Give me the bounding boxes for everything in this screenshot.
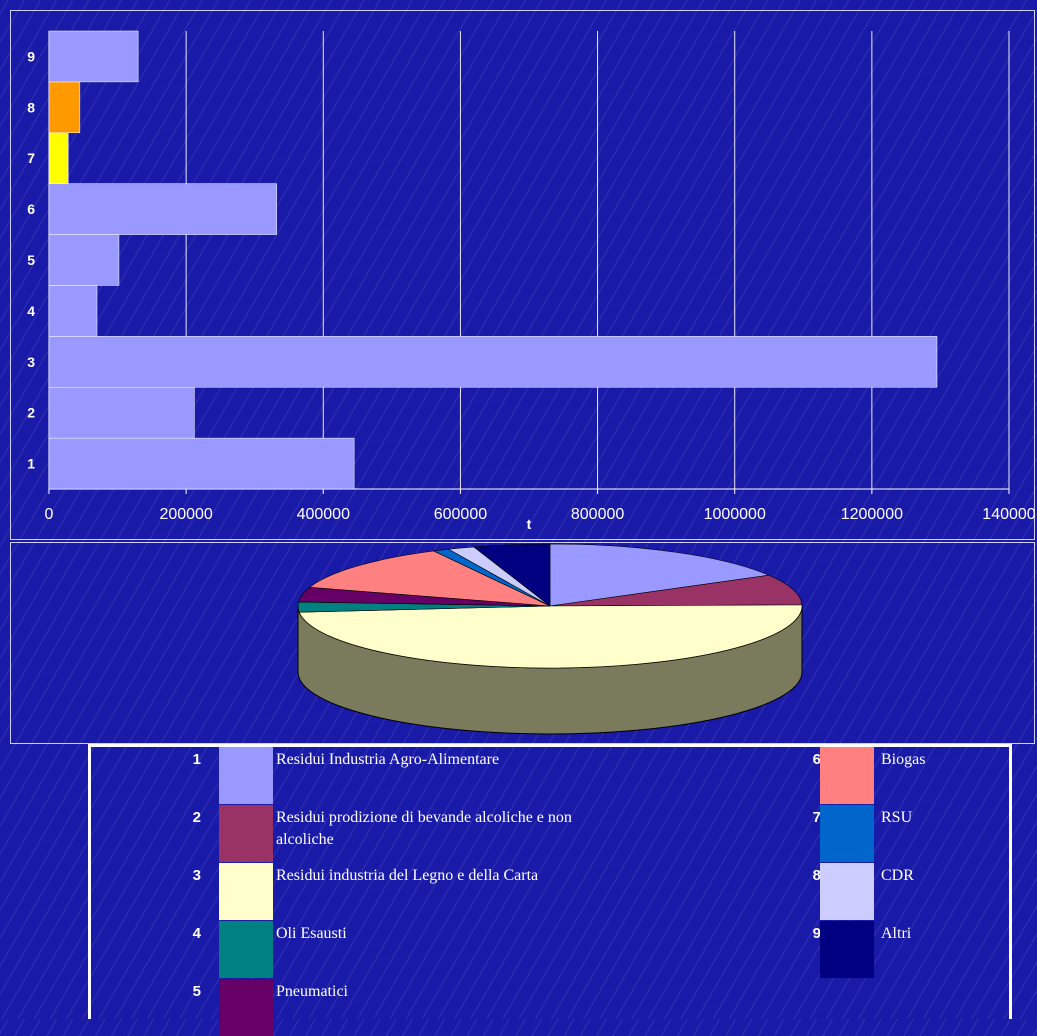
y-tick-label: 1 bbox=[27, 456, 35, 472]
legend-number: 5 bbox=[192, 983, 201, 1000]
bar-1 bbox=[48, 437, 355, 490]
y-tick-label: 8 bbox=[27, 99, 35, 115]
bar-4 bbox=[48, 285, 98, 337]
legend-label: Residui Industria Agro-Alimentare bbox=[276, 751, 500, 768]
x-tick-label: 400000 bbox=[297, 506, 350, 523]
legend-swatch bbox=[219, 805, 273, 862]
bar-chart: 1 2 3 4 5 6 7 8 9 0 200000 400000 600000 800000 100000… bbox=[27, 30, 1036, 532]
bar-5 bbox=[48, 234, 120, 286]
x-axis-label: t bbox=[527, 516, 532, 532]
x-tick-label: 140000 bbox=[982, 506, 1035, 523]
legend-label: Residui industria del Legno e della Cart… bbox=[276, 867, 539, 884]
legend-label: Oli Esausti bbox=[276, 925, 347, 942]
legend-number: 2 bbox=[192, 809, 201, 826]
y-tick-label: 7 bbox=[27, 150, 35, 166]
legend-swatch bbox=[820, 921, 874, 978]
bar-6 bbox=[48, 183, 277, 235]
x-tick-label: 800000 bbox=[571, 506, 624, 523]
x-tick-label: 0 bbox=[45, 506, 54, 523]
pie-slice-6 bbox=[308, 550, 551, 607]
legend-number: 4 bbox=[192, 925, 201, 942]
bar-9 bbox=[48, 30, 139, 83]
x-tick-label: 1200000 bbox=[841, 506, 903, 523]
legend-box: 1 Residui Industria Agro-Alimentare 2 Resid… bbox=[88, 744, 1012, 1036]
y-tick-label: 9 bbox=[27, 48, 35, 64]
bar-7 bbox=[48, 132, 69, 184]
legend-swatch bbox=[219, 979, 273, 1036]
y-tick-label: 4 bbox=[27, 303, 35, 319]
x-tick-label: 200000 bbox=[159, 506, 212, 523]
bar-3 bbox=[48, 336, 938, 388]
pie-chart bbox=[297, 543, 803, 735]
x-tick-label: 1000000 bbox=[704, 506, 766, 523]
pie-slice-1 bbox=[549, 543, 770, 607]
legend-swatch bbox=[219, 863, 273, 920]
legend-swatch bbox=[820, 805, 874, 862]
legend-label: RSU bbox=[881, 809, 913, 826]
y-tick-label: 3 bbox=[27, 354, 35, 370]
legend-label: Residui prodizione di bevande alcoliche … bbox=[276, 809, 572, 848]
legend-label: Biogas bbox=[881, 751, 926, 768]
legend-number: 1 bbox=[192, 751, 201, 768]
legend-swatch bbox=[219, 921, 273, 978]
legend-label: Altri bbox=[881, 925, 912, 942]
legend-number: 3 bbox=[192, 867, 201, 884]
pie-slice-2 bbox=[549, 574, 803, 607]
y-tick-label: 5 bbox=[27, 252, 35, 268]
x-tick-label: 600000 bbox=[434, 506, 487, 523]
legend-label: Pneumatici bbox=[276, 983, 348, 1000]
legend-swatch bbox=[219, 747, 273, 804]
legend-swatch bbox=[820, 863, 874, 920]
legend-number: 6 bbox=[812, 751, 821, 768]
bar-chart-panel: 1 2 3 4 5 6 7 8 9 0 200000 400000 600000 800000 100000… bbox=[10, 10, 1036, 540]
pie-slice-9 bbox=[473, 543, 551, 607]
legend-number: 8 bbox=[812, 867, 821, 884]
bar-2 bbox=[48, 386, 195, 439]
legend-swatch bbox=[820, 747, 874, 804]
pie-chart-panel bbox=[10, 542, 1035, 744]
legend-number: 7 bbox=[812, 809, 821, 826]
legend-number: 9 bbox=[812, 925, 821, 942]
pie-slice-3 bbox=[298, 604, 803, 669]
y-tick-label: 2 bbox=[27, 405, 35, 421]
bar-8 bbox=[48, 81, 81, 134]
legend-label: CDR bbox=[881, 867, 914, 884]
y-tick-label: 6 bbox=[27, 201, 35, 217]
